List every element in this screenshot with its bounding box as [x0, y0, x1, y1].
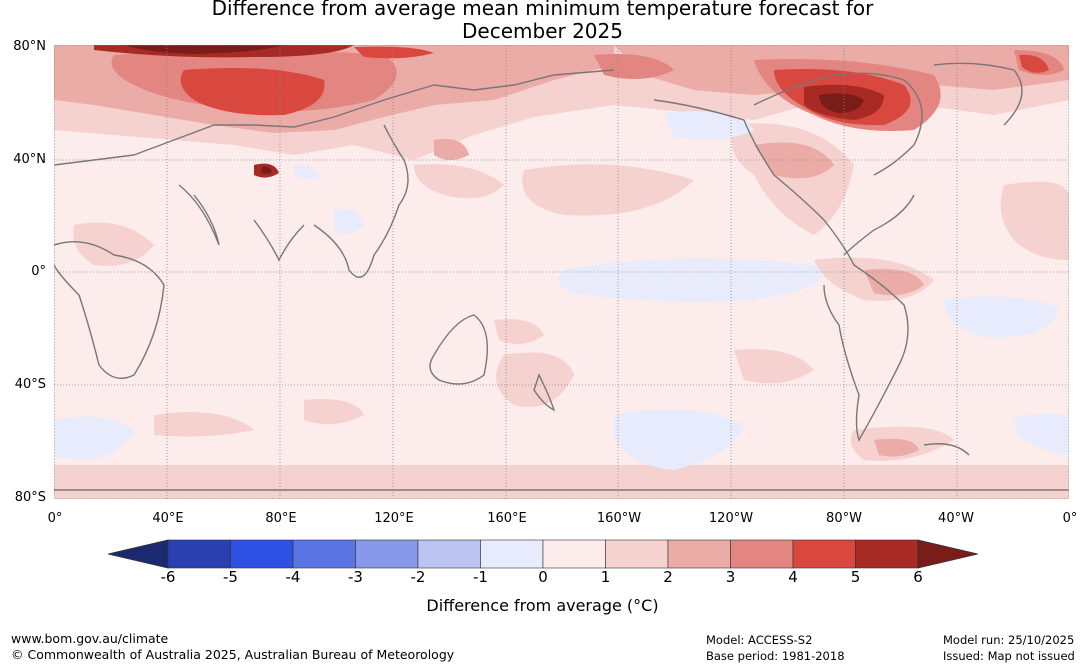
lon-label-120w: 120°W [708, 511, 754, 526]
colorbar [108, 539, 978, 569]
colorbar-bin [292, 539, 356, 569]
colorbar-bin [167, 539, 231, 569]
lat-label-80n: 80°N [13, 39, 46, 54]
colorbar-bin [542, 539, 606, 569]
colorbar-tick: 2 [663, 568, 673, 586]
colorbar-tick: -2 [410, 568, 426, 586]
colorbar-bin [605, 539, 669, 569]
colorbar-bin [230, 539, 294, 569]
colorbar-tick: 3 [725, 568, 736, 586]
map-canvas [54, 45, 1069, 499]
lon-label-40w: 40°W [938, 511, 974, 526]
colorbar-tick: 6 [913, 568, 923, 586]
colorbar-above-max-arrow [917, 539, 978, 569]
colorbar-tick: 4 [788, 568, 798, 586]
map-title: Difference from average mean minimum tem… [0, 0, 1085, 43]
colorbar-below-min-arrow [108, 539, 169, 569]
lat-label-40n: 40°N [13, 152, 46, 167]
issued-status: Issued: Map not issued [943, 649, 1075, 663]
anomaly-minus-1-to-0-regions [54, 111, 1069, 470]
lat-label-equator: 0° [31, 264, 46, 279]
lon-label-160w: 160°W [596, 511, 642, 526]
colorbar-bin [730, 539, 794, 569]
model-name: Model: ACCESS-S2 [706, 633, 813, 647]
colorbar-tick: -5 [223, 568, 238, 586]
colorbar-bins [167, 539, 919, 569]
colorbar-label: Difference from average (°C) [426, 596, 659, 615]
colorbar-bin [355, 539, 419, 569]
colorbar-bin [667, 539, 731, 569]
website-link[interactable]: www.bom.gov.au/climate [11, 631, 169, 646]
colorbar-tick: 0 [538, 568, 548, 586]
colorbar-bin [480, 539, 544, 569]
lon-label-0-right: 0° [1062, 511, 1078, 526]
colorbar-bin [792, 539, 856, 569]
lon-label-0-left: 0° [47, 511, 63, 526]
coastlines [54, 62, 1069, 491]
model-run-date: Model run: 25/10/2025 [943, 633, 1075, 647]
colorbar-tick: -4 [285, 568, 301, 586]
lat-label-40s: 40°S [14, 377, 46, 392]
temperature-anomaly-map [54, 45, 1069, 499]
colorbar-tick: -6 [160, 568, 176, 586]
lat-label-80s: 80°S [14, 490, 46, 505]
colorbar-tick: -1 [473, 568, 488, 586]
colorbar-tick: 5 [850, 568, 861, 586]
anomaly-above-6-regions [124, 45, 864, 174]
graticule [54, 45, 1069, 499]
colorbar-bin [417, 539, 481, 569]
colorbar-tick: 1 [600, 568, 611, 586]
lon-label-40e: 40°E [152, 511, 184, 526]
colorbar-tick: -3 [348, 568, 363, 586]
lon-label-80w: 80°W [826, 511, 862, 526]
title-line-2: December 2025 [462, 19, 623, 43]
lon-label-160e: 160°E [487, 511, 527, 526]
title-line-1: Difference from average mean minimum tem… [211, 0, 874, 20]
colorbar-bin [855, 539, 919, 569]
lon-label-80e: 80°E [265, 511, 297, 526]
base-period: Base period: 1981-2018 [706, 649, 845, 663]
lon-label-120e: 120°E [374, 511, 414, 526]
copyright-text: © Commonwealth of Australia 2025, Austra… [11, 647, 455, 662]
